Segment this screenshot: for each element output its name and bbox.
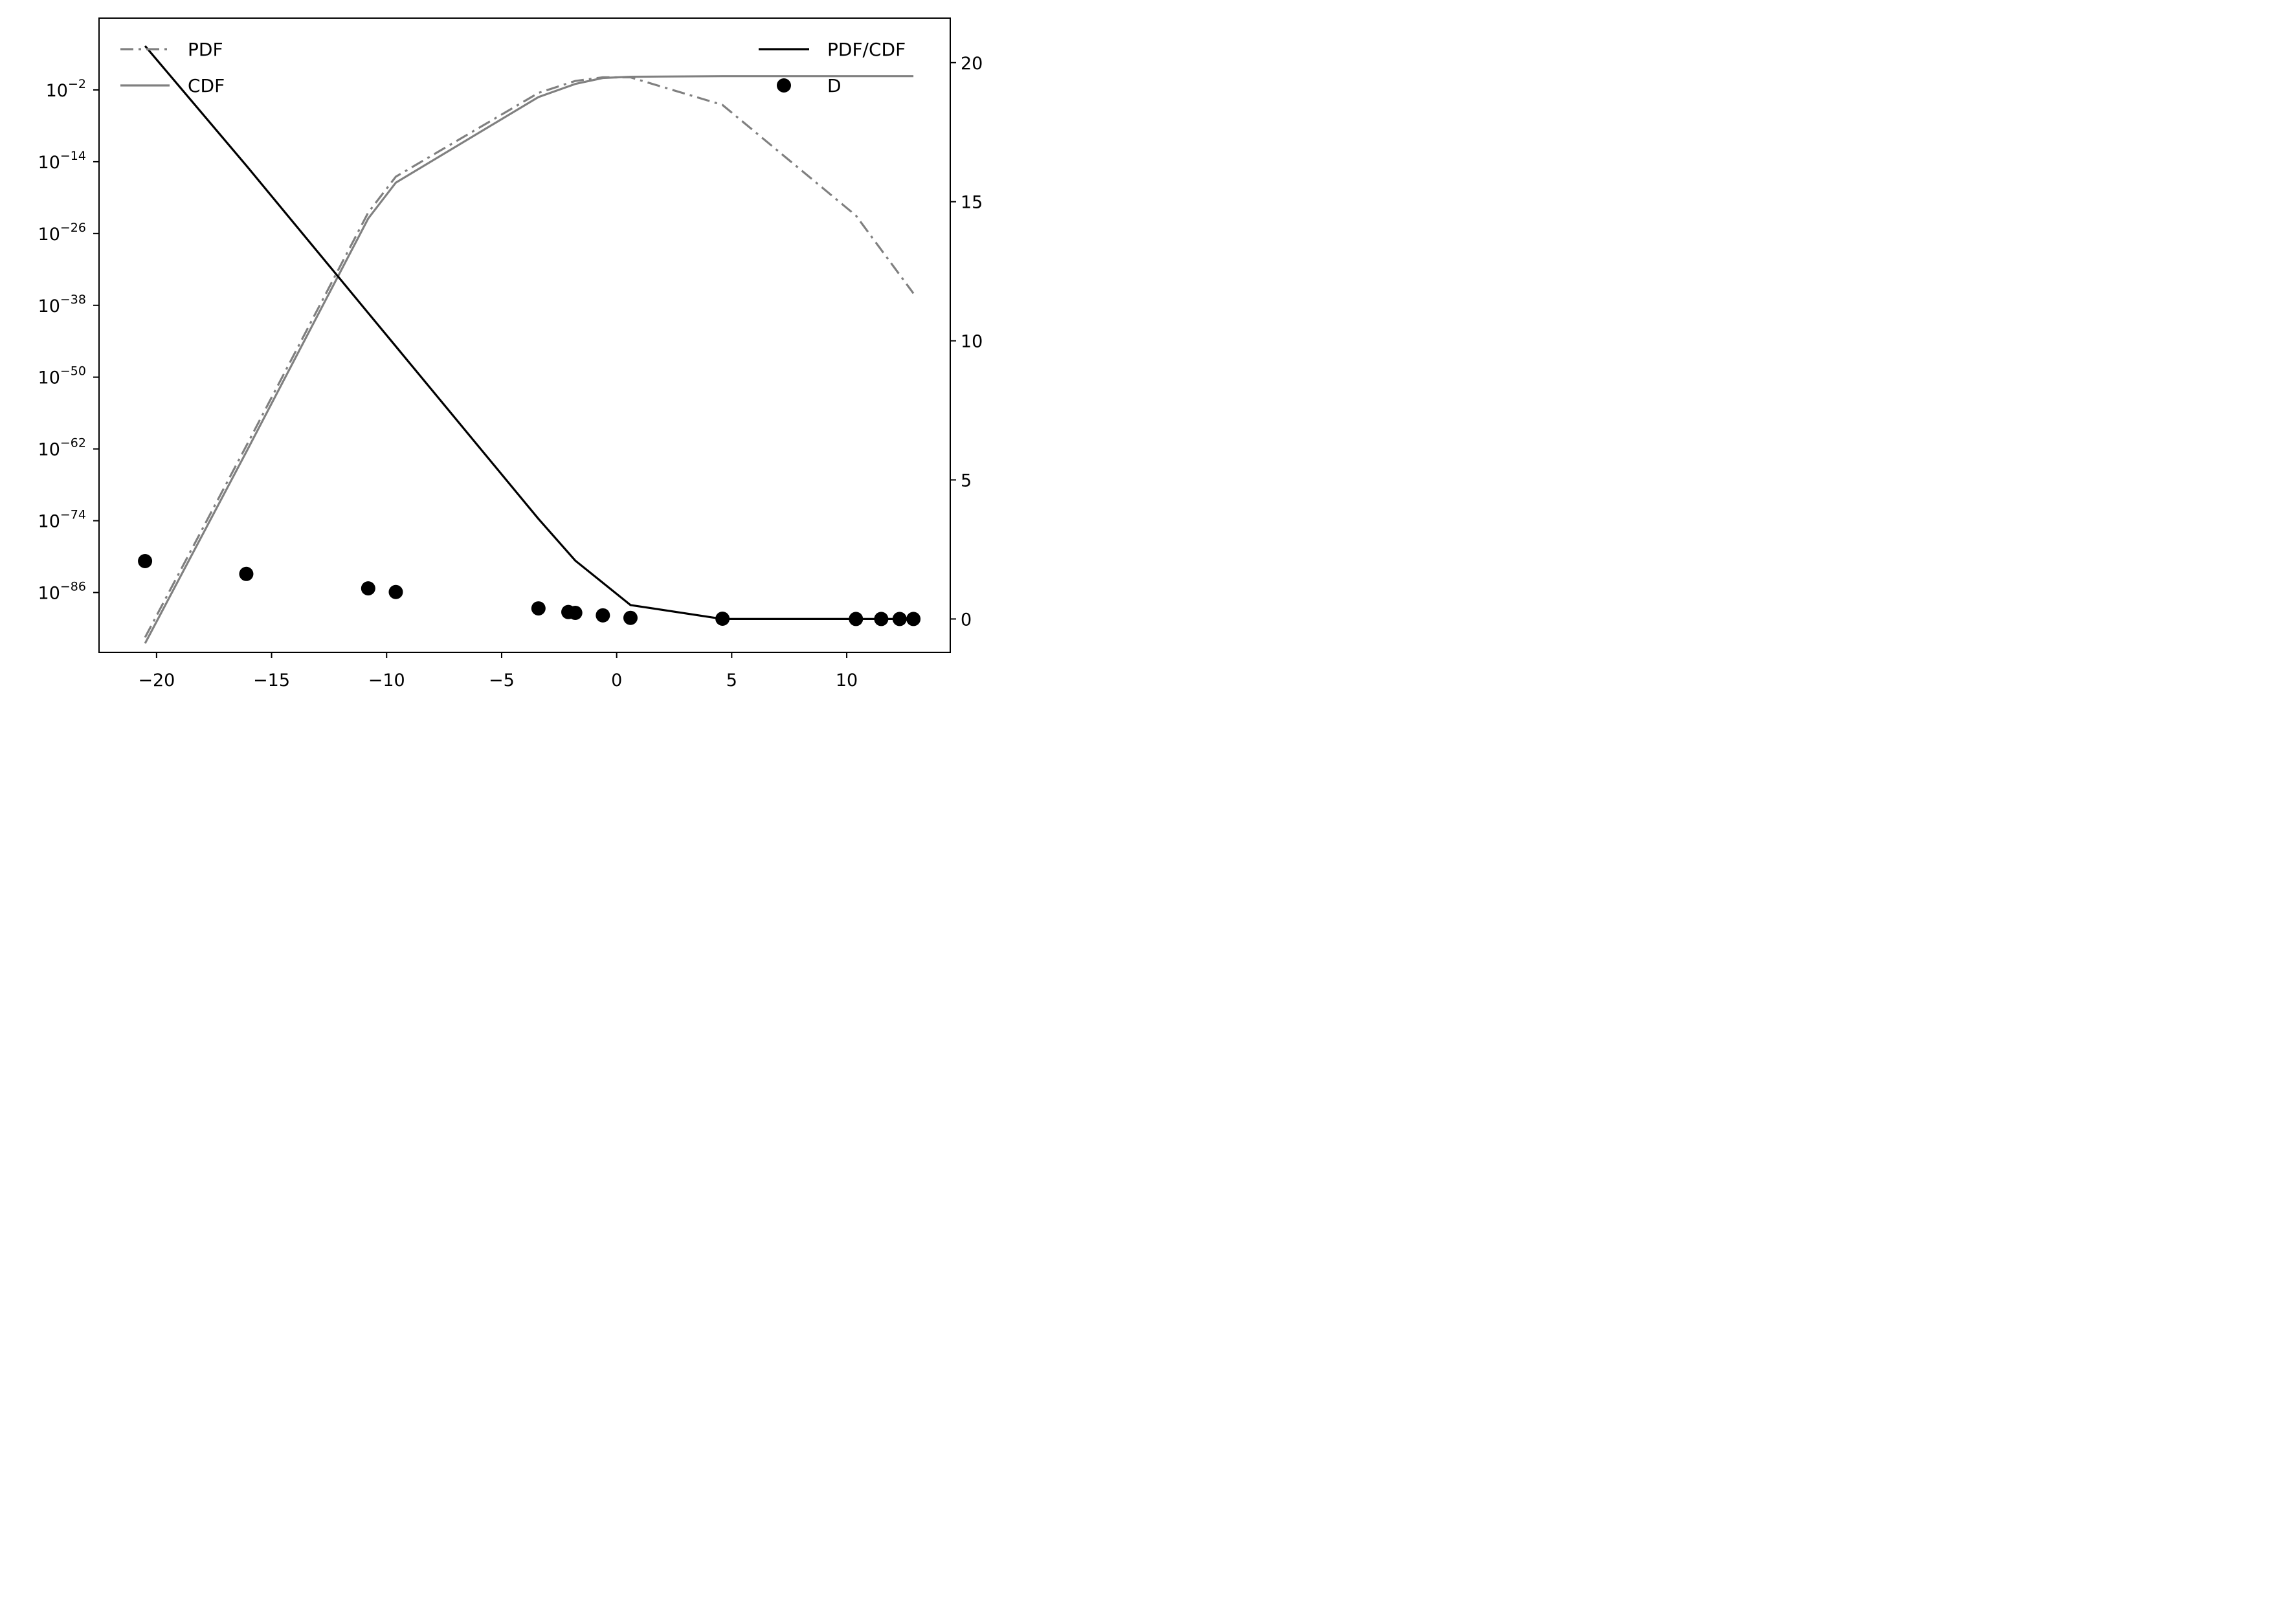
x-tick-label: −20 <box>138 670 175 691</box>
legend-pdf-label: PDF <box>188 39 223 60</box>
legend-pdf-cdf-label: PDF/CDF <box>827 39 906 60</box>
y-left-tick-label: 10−86 <box>38 580 86 604</box>
series-d-point <box>531 601 546 616</box>
x-tick-label: −10 <box>368 670 405 691</box>
series-d-point <box>239 566 254 581</box>
y-left-tick-label: 10−14 <box>38 149 86 173</box>
series-d-point <box>906 612 921 626</box>
legend-d-label: D <box>827 75 841 96</box>
series-d-point <box>623 610 638 625</box>
series-pdf-cdf-line <box>144 45 914 621</box>
series-d-point <box>849 612 864 626</box>
y-left-tick-label: 10−2 <box>46 77 86 101</box>
series-pdf-line <box>144 76 915 638</box>
legend-d-swatch <box>777 78 791 93</box>
figure-background <box>0 0 1015 710</box>
y-right-tick-label: 15 <box>961 193 983 213</box>
axes-layer: −20 −15 −10 −5 0 5 10 10−2 10−14 10−26 10−38 10−50 1… <box>38 54 983 691</box>
x-tick-label: 10 <box>836 670 858 691</box>
legend-cdf-label: CDF <box>188 75 225 96</box>
x-tick-label: 0 <box>611 670 622 691</box>
y-right-tick-label: 20 <box>961 54 983 74</box>
series-d-point <box>596 608 610 623</box>
series-d-point <box>361 581 375 596</box>
x-tick-label: −5 <box>489 670 515 691</box>
series-cdf-line <box>144 75 914 644</box>
plot-frame <box>98 17 951 653</box>
series-d-point <box>715 611 730 626</box>
series-layer <box>138 45 921 644</box>
legend-layer: PDF CDF PDF/CDF D <box>120 39 906 96</box>
y-right-tick-label: 10 <box>961 332 983 352</box>
x-tick-label: −15 <box>253 670 290 691</box>
y-right-tick-label: 0 <box>961 610 972 630</box>
series-d-point <box>874 612 889 626</box>
y-left-tick-label: 10−50 <box>38 364 86 388</box>
series-d-point <box>138 554 153 569</box>
y-right-tick-label: 5 <box>961 471 972 491</box>
y-left-tick-label: 10−62 <box>38 436 86 460</box>
y-left-tick-label: 10−74 <box>38 508 86 532</box>
series-d-point <box>892 612 907 626</box>
y-left-tick-label: 10−26 <box>38 221 86 245</box>
series-d-point <box>568 605 583 620</box>
x-tick-label: 5 <box>726 670 737 691</box>
series-d-point <box>388 584 403 599</box>
y-left-tick-label: 10−38 <box>38 293 86 316</box>
chart-figure: −20 −15 −10 −5 0 5 10 10−2 10−14 10−26 10−38 10−50 1… <box>0 0 1015 710</box>
